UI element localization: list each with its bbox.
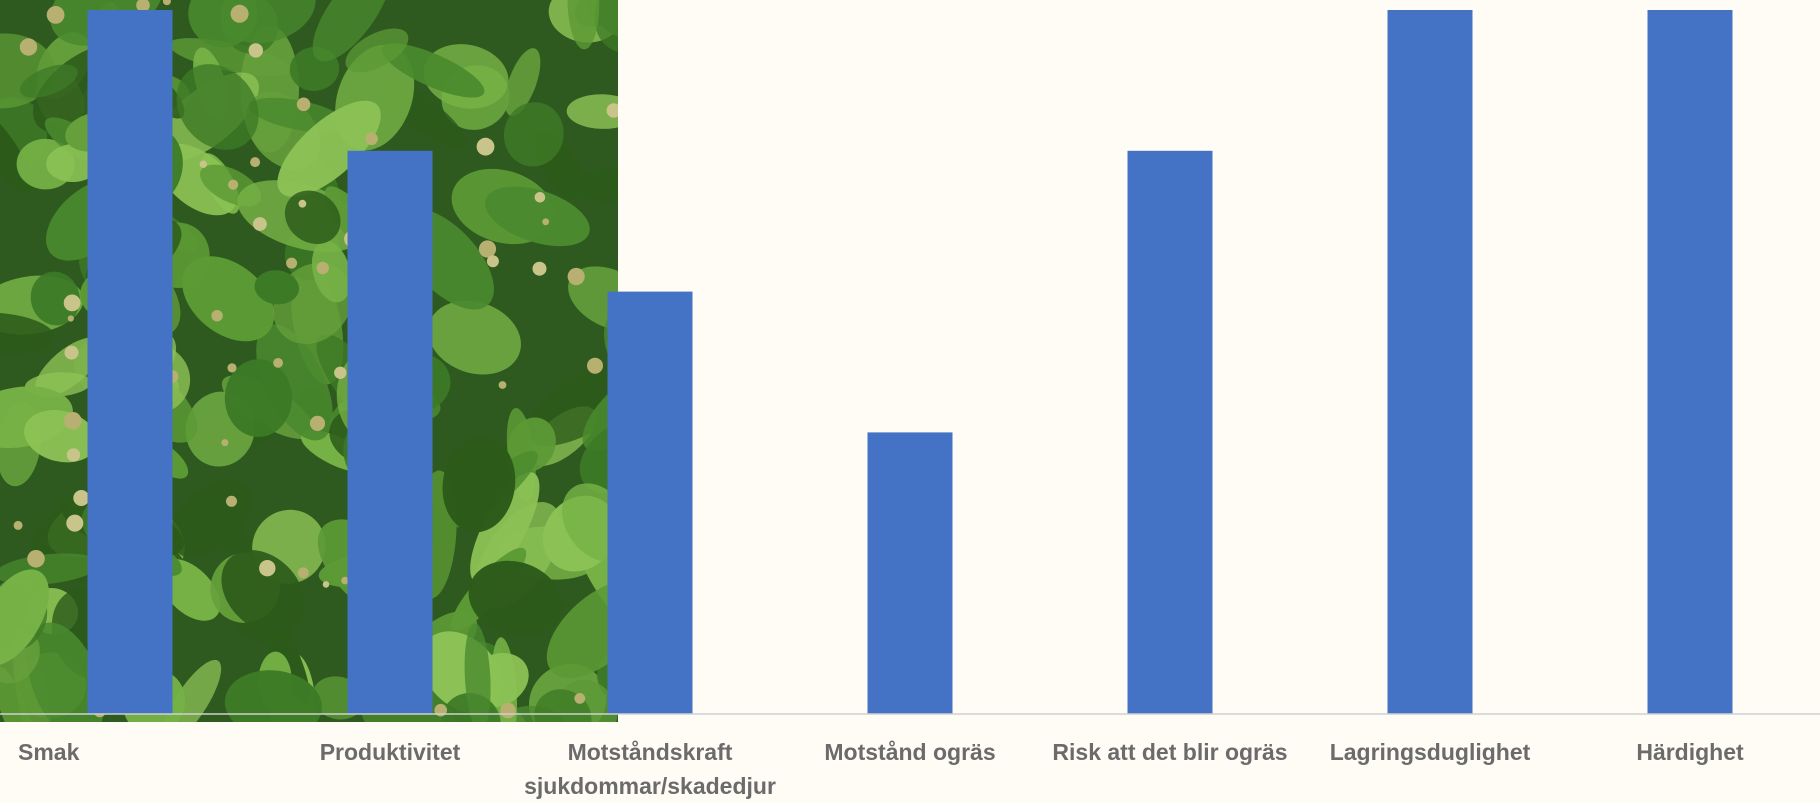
bar-2 — [348, 151, 433, 714]
bar-5 — [1128, 151, 1213, 714]
category-label-line: Risk att det blir ogräs — [1052, 739, 1287, 765]
category-label-line: sjukdommar/skadedjur — [524, 773, 776, 799]
category-label: Risk att det blir ogräs — [1052, 739, 1287, 765]
category-label: Motståndskraft sjukdommar/skadedjur — [524, 739, 776, 799]
category-label: Motstånd ogräs — [824, 739, 995, 765]
bar-6 — [1388, 10, 1473, 714]
category-label-line: Produktivitet — [320, 739, 461, 765]
category-label-line: Lagringsduglighet — [1330, 739, 1531, 765]
category-label-line: Motstånd ogräs — [824, 739, 995, 765]
category-label-line: Härdighet — [1636, 739, 1744, 765]
category-label: Lagringsduglighet — [1330, 739, 1531, 765]
bar-7 — [1648, 10, 1733, 714]
category-label-line: Smak — [18, 739, 80, 765]
category-label-line: Motståndskraft — [568, 739, 733, 765]
bar-3 — [608, 292, 693, 714]
category-label: Produktivitet — [320, 739, 461, 765]
bar-4 — [868, 432, 953, 714]
bar-1 — [88, 10, 173, 714]
category-label: Härdighet — [1636, 739, 1744, 765]
category-label: Smak — [18, 739, 80, 765]
